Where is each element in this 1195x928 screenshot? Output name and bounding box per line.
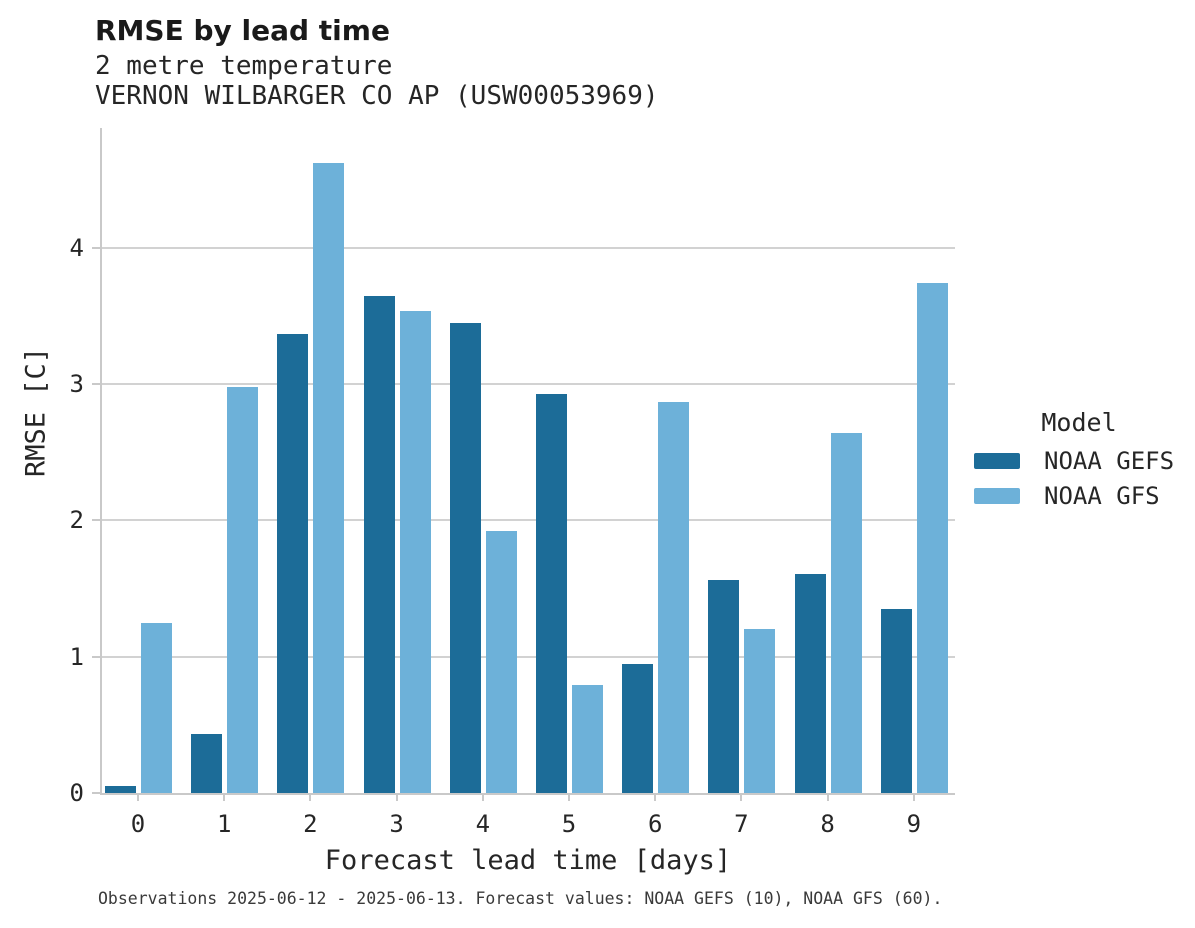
bar-noaa-gefs-lead-7 — [708, 580, 740, 793]
x-tickmark-9 — [912, 793, 915, 801]
y-tick-label-1: 1 — [69, 642, 84, 671]
bar-noaa-gefs-lead-0 — [105, 786, 136, 793]
bar-noaa-gfs-lead-1 — [227, 386, 259, 793]
x-tick-label-0: 0 — [130, 810, 146, 838]
bar-noaa-gefs-lead-4 — [449, 322, 481, 793]
bar-noaa-gfs-lead-2 — [313, 163, 345, 793]
footer-note: Observations 2025-06-12 - 2025-06-13. Fo… — [98, 889, 943, 908]
bar-noaa-gefs-lead-2 — [277, 333, 309, 793]
x-tick-label-7: 7 — [734, 810, 749, 838]
x-tickmark-8 — [826, 793, 829, 801]
x-tickmark-3 — [395, 793, 398, 801]
y-tick-label-2: 2 — [69, 506, 84, 535]
y-tickmark-2 — [92, 519, 100, 522]
x-tick-label-2: 2 — [303, 810, 318, 838]
y-tick-label-0: 0 — [69, 779, 84, 807]
bar-noaa-gefs-lead-9 — [880, 609, 912, 793]
x-tick-label-3: 3 — [389, 810, 404, 838]
x-tick-label-1: 1 — [216, 810, 232, 838]
legend-swatch-gfs-icon — [974, 488, 1020, 504]
legend-entry-gefs: NOAA GEFS — [966, 449, 1192, 473]
bar-noaa-gefs-lead-1 — [191, 734, 223, 793]
chart-title: RMSE by lead time — [95, 14, 390, 47]
y-tickmark-3 — [92, 383, 100, 386]
x-tick-label-9: 9 — [906, 810, 922, 838]
gridline-y4 — [102, 246, 955, 249]
x-tickmark-0 — [137, 793, 139, 801]
x-tick-label-8: 8 — [820, 810, 835, 838]
gridline-y2 — [102, 519, 955, 522]
y-tickmark-1 — [92, 655, 100, 658]
bar-noaa-gfs-lead-0 — [141, 622, 172, 793]
bar-noaa-gfs-lead-4 — [485, 531, 517, 793]
bar-noaa-gfs-lead-7 — [744, 629, 776, 793]
gridline-y3 — [102, 383, 955, 386]
x-tick-label-6: 6 — [647, 810, 663, 838]
y-tickmark-0 — [92, 792, 100, 794]
plot-area: 0 1 2 3 4 0 1 2 3 4 5 6 7 8 9 — [70, 128, 955, 836]
y-tick-label-4: 4 — [69, 233, 84, 262]
station-subtitle: VERNON WILBARGER CO AP (USW00053969) — [95, 81, 659, 111]
x-tickmark-4 — [481, 793, 484, 801]
y-tickmark-4 — [92, 246, 100, 249]
gridline-y1 — [102, 655, 955, 658]
x-tickmark-2 — [309, 793, 312, 801]
bar-noaa-gefs-lead-5 — [536, 393, 567, 793]
legend-label-gefs: NOAA GEFS — [1044, 447, 1175, 475]
x-tick-label-4: 4 — [475, 810, 491, 838]
x-tickmark-5 — [568, 793, 570, 801]
legend-entry-gfs: NOAA GFS — [966, 484, 1192, 508]
x-tickmark-1 — [223, 793, 226, 801]
x-axis-title: Forecast lead time [days] — [324, 845, 732, 876]
y-tick-label-3: 3 — [69, 370, 84, 399]
legend-title: Model — [1041, 408, 1117, 437]
x-tickmark-6 — [654, 793, 657, 801]
x-tick-label-5: 5 — [561, 810, 577, 838]
chart-subtitle: 2 metre temperature — [95, 51, 393, 81]
y-axis-title: RMSE [C] — [20, 346, 52, 478]
legend-swatch-gefs-icon — [974, 453, 1020, 469]
bar-noaa-gfs-lead-8 — [830, 433, 862, 793]
bar-noaa-gefs-lead-6 — [622, 663, 654, 793]
bar-noaa-gefs-lead-8 — [794, 573, 826, 793]
bar-noaa-gefs-lead-3 — [363, 295, 395, 793]
bar-noaa-gfs-lead-6 — [658, 401, 690, 793]
bar-noaa-gfs-lead-5 — [572, 685, 603, 793]
bar-noaa-gfs-lead-9 — [916, 283, 948, 793]
x-tickmark-7 — [740, 793, 743, 801]
legend-label-gfs: NOAA GFS — [1044, 482, 1160, 510]
legend: Model NOAA GEFS NOAA GFS — [966, 408, 1192, 519]
bar-noaa-gfs-lead-3 — [399, 310, 431, 793]
